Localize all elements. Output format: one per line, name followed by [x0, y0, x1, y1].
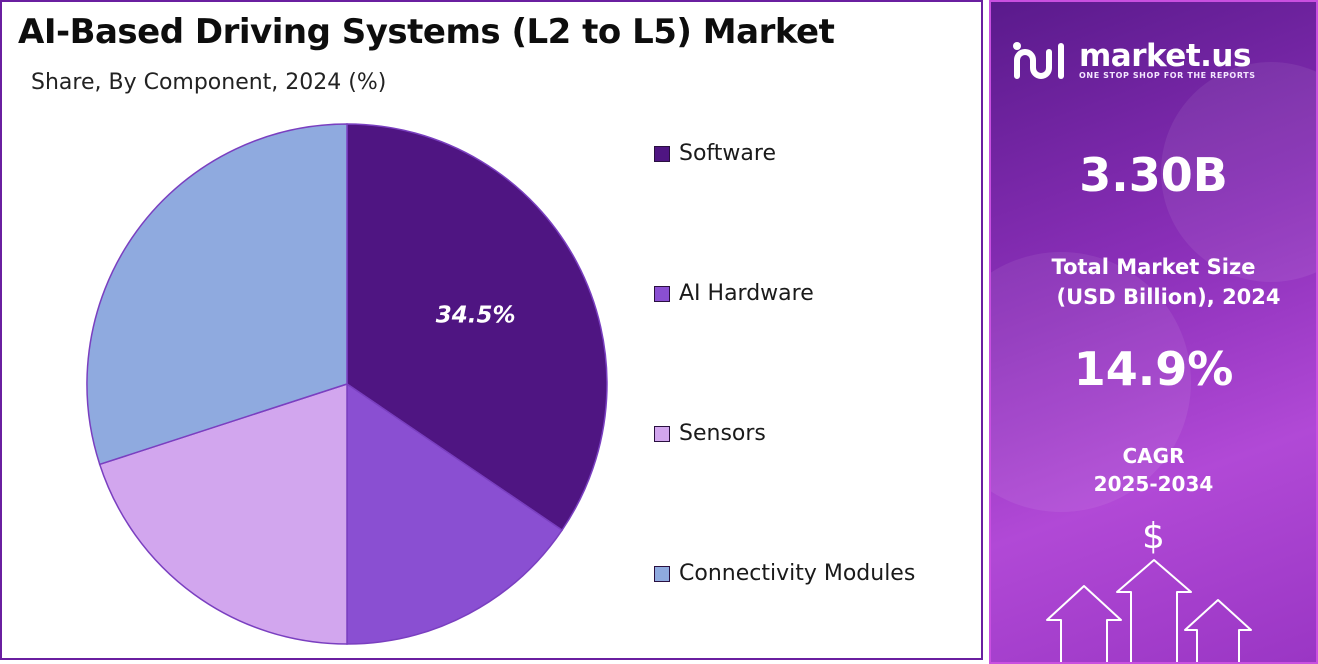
- cagr-label: CAGR 2025-2034: [991, 442, 1316, 498]
- market-size-value: 3.30B: [1079, 148, 1228, 202]
- legend-label: Sensors: [679, 421, 766, 446]
- legend-swatch: [654, 145, 670, 162]
- legend-label: AI Hardware: [679, 281, 814, 306]
- legend-item-sensors: Sensors: [654, 421, 766, 446]
- market-us-logo-icon: [1013, 42, 1064, 79]
- pie-slice-software: [346, 123, 608, 532]
- pie-chart: 34.5%: [86, 123, 608, 645]
- chart-panel: AI-Based Driving Systems (L2 to L5) Mark…: [0, 0, 983, 660]
- info-panel: market.us ONE STOP SHOP FOR THE REPORTS …: [989, 0, 1318, 664]
- pie-slice-connectivity-modules: [86, 123, 348, 466]
- pie-slice-sensors: [98, 382, 348, 645]
- cagr-value: 14.9%: [1073, 342, 1234, 396]
- chart-title: AI-Based Driving Systems (L2 to L5) Mark…: [18, 12, 835, 52]
- pie-slice-ai-hardware: [346, 382, 564, 645]
- legend-item-software: Software: [654, 141, 776, 166]
- cagr-label-line1: CAGR: [1122, 444, 1185, 468]
- legend-label: Software: [679, 141, 776, 166]
- market-size-label-line1: Total Market Size: [1051, 255, 1256, 279]
- growth-arrows-icon: [1046, 559, 1252, 662]
- legend-swatch: [654, 425, 670, 442]
- brand-logo: market.us ONE STOP SHOP FOR THE REPORTS: [1009, 38, 1256, 82]
- legend-item-connectivity-modules: Connectivity Modules: [654, 561, 915, 586]
- chart-subtitle: Share, By Component, 2024 (%): [31, 70, 387, 95]
- background-glow: [991, 252, 1191, 512]
- data-label-software: 34.5%: [436, 302, 516, 328]
- market-size-label: Total Market Size (USD Billion), 2024: [991, 252, 1316, 312]
- market-size-label-line2: (USD Billion), 2024: [1056, 285, 1281, 309]
- dollar-icon: $: [1142, 516, 1165, 557]
- legend-swatch: [654, 565, 670, 582]
- cagr-label-line2: 2025-2034: [1093, 472, 1214, 496]
- legend-label: Connectivity Modules: [679, 561, 916, 586]
- brand-tagline: ONE STOP SHOP FOR THE REPORTS: [1079, 70, 1256, 80]
- chart-legend: Software AI Hardware Sensors Connectivit…: [654, 2, 974, 662]
- brand-name: market.us: [1079, 37, 1251, 74]
- legend-item-ai-hardware: AI Hardware: [654, 281, 814, 306]
- legend-swatch: [654, 285, 670, 302]
